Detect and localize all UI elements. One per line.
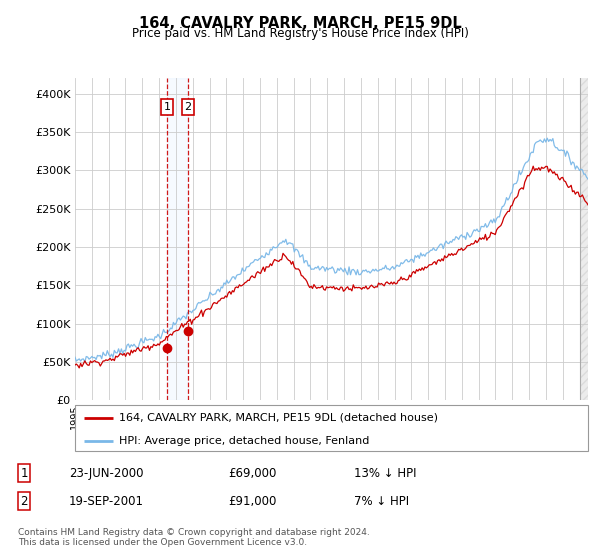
Text: Price paid vs. HM Land Registry's House Price Index (HPI): Price paid vs. HM Land Registry's House …: [131, 27, 469, 40]
Text: £69,000: £69,000: [228, 466, 277, 480]
Text: 1: 1: [20, 466, 28, 480]
Text: Contains HM Land Registry data © Crown copyright and database right 2024.
This d: Contains HM Land Registry data © Crown c…: [18, 528, 370, 547]
Text: 164, CAVALRY PARK, MARCH, PE15 9DL (detached house): 164, CAVALRY PARK, MARCH, PE15 9DL (deta…: [119, 413, 437, 423]
Text: 1: 1: [164, 102, 170, 112]
Bar: [167, 78, 188, 400]
Text: £91,000: £91,000: [228, 494, 277, 508]
Text: 7% ↓ HPI: 7% ↓ HPI: [354, 494, 409, 508]
Text: 2: 2: [20, 494, 28, 508]
Text: 13% ↓ HPI: 13% ↓ HPI: [354, 466, 416, 480]
Bar: [580, 78, 588, 400]
Text: 2: 2: [184, 102, 191, 112]
Text: 164, CAVALRY PARK, MARCH, PE15 9DL: 164, CAVALRY PARK, MARCH, PE15 9DL: [139, 16, 461, 31]
Text: 19-SEP-2001: 19-SEP-2001: [69, 494, 144, 508]
Text: 23-JUN-2000: 23-JUN-2000: [69, 466, 143, 480]
Text: HPI: Average price, detached house, Fenland: HPI: Average price, detached house, Fenl…: [119, 436, 369, 446]
